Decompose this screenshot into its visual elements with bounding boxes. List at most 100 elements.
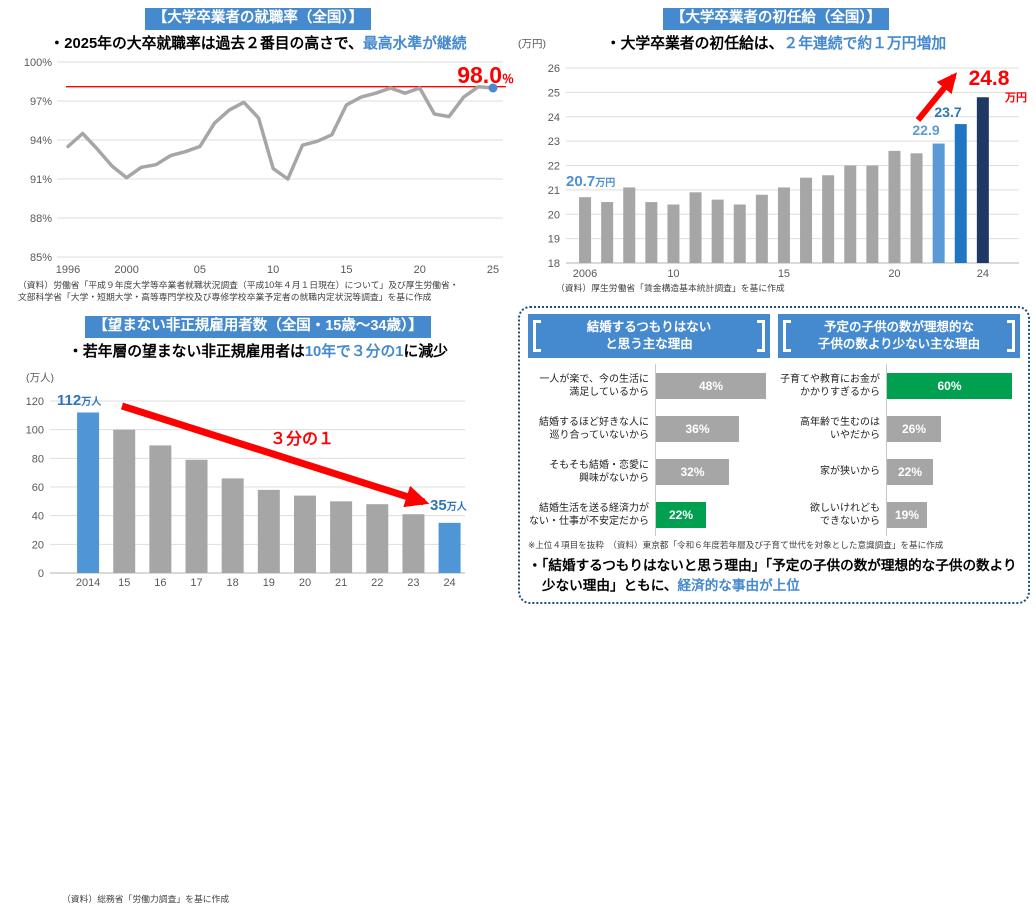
- employment-source-line1: （資料）労働省「平成９年度大学等卒業者就職状況調査（平成10年４月１日現在）につ…: [18, 280, 459, 290]
- bar: [185, 459, 208, 573]
- bar: [910, 153, 923, 263]
- panel-employment-rate: 【大学卒業者の就職率（全国）】 ・2025年の大卒就職率は過去２番目の高さで、最…: [0, 0, 516, 308]
- trend-arrow: [915, 72, 958, 122]
- reason-row: 結婚生活を送る経済力が ない・仕事が不安定だから 22%: [528, 493, 774, 536]
- y-axis-label: 100: [26, 425, 44, 437]
- bar: [888, 150, 901, 263]
- bar: [976, 97, 989, 263]
- y-axis-label: 85%: [30, 252, 52, 264]
- reason-bar: 22%: [887, 458, 933, 485]
- y-axis-label: 23: [548, 136, 560, 148]
- children-reasons-chart: 子育てや教育にお金が かかりすぎるから 60% 高年齢で生むのは いやだから 26% 家が狭…: [774, 364, 1020, 536]
- x-axis-label: 10: [667, 268, 679, 280]
- value-label: 35万人: [430, 497, 468, 514]
- x-axis-label: 23: [407, 577, 419, 589]
- y-axis-label: 25: [548, 87, 560, 99]
- bar: [667, 204, 680, 263]
- salary-titlebar: 【大学卒業者の初任給（全国）】: [516, 7, 1036, 30]
- reason-row: 子育てや教育にお金が かかりすぎるから 60%: [774, 364, 1020, 407]
- x-axis-label: 20: [299, 577, 311, 589]
- employment-subtitle-text: ・2025年の大卒就職率は過去２番目の高さで、: [49, 35, 363, 52]
- x-axis-label: 2014: [76, 577, 100, 589]
- employment-source-line2: 文部科学省「大学・短期大学・高等専門学校及び専修学校卒業予定者の就職内定状況等調…: [18, 291, 432, 302]
- bar: [77, 412, 100, 573]
- x-axis-label: 15: [778, 268, 790, 280]
- conclusion-text: ・「結婚するつもりはないと思う理由」「予定の子供の数が理想的な子供の数より少ない…: [528, 558, 1017, 593]
- bar: [932, 143, 945, 263]
- reason-bar: 26%: [887, 415, 941, 442]
- reason-label: そもそも結婚・恋愛に 興味がないから: [549, 459, 649, 484]
- open-bracket-icon: [533, 320, 541, 352]
- reason-bar: 19%: [887, 501, 927, 528]
- close-bracket-icon: [757, 320, 765, 352]
- close-bracket-icon: [1007, 320, 1015, 352]
- marriage-header-line1: 結婚するつもりはない: [586, 320, 712, 335]
- employment-source: （資料）労働省「平成９年度大学等卒業者就職状況調査（平成10年４月１日現在）につ…: [18, 280, 459, 304]
- bar: [645, 202, 658, 263]
- y-axis-label: 120: [26, 396, 44, 408]
- value-label: 20.7万円: [566, 173, 615, 190]
- salary-source: （資料）厚生労働省「賃金構造基本統計調査」を基に作成: [556, 283, 785, 293]
- reason-bar-cell: 22%: [886, 450, 1020, 493]
- y-axis-label: 88%: [30, 213, 52, 225]
- end-marker: [488, 83, 498, 93]
- nonregular-subtitle-text2: に減少: [403, 343, 448, 360]
- y-axis-label: 26: [548, 63, 560, 75]
- data-line: [66, 84, 495, 181]
- value-label: 24.8: [969, 67, 1010, 90]
- bar: [438, 522, 461, 573]
- x-axis-label: 20: [888, 268, 900, 280]
- reason-bar-cell: 26%: [886, 407, 1020, 450]
- y-axis-label: 24: [548, 112, 560, 124]
- nonregular-titlebar: 【望まない非正規雇用者数（全国・15歳〜34歳）】: [0, 315, 516, 338]
- bar: [623, 187, 636, 263]
- reason-bar: 22%: [656, 501, 706, 528]
- value-label: 23.7: [934, 104, 961, 120]
- trend-arrow: [120, 402, 430, 508]
- bar: [822, 175, 835, 263]
- nonregular-axis-unit: (万人): [26, 372, 54, 384]
- reason-label: 子育てや教育にお金が かかりすぎるから: [780, 373, 880, 398]
- marriage-reasons-header: 結婚するつもりはない と思う主な理由: [528, 314, 770, 358]
- reason-row: そもそも結婚・恋愛に 興味がないから 32%: [528, 450, 774, 493]
- bar: [149, 445, 172, 573]
- bar: [221, 478, 244, 573]
- bar: [402, 514, 425, 573]
- nonregular-workers-bar-chart: 0 20 40 60 80 100 120 2014 15 16 17 18 19 20 21 22 23 24 1…: [26, 392, 468, 589]
- salary-subtitle: ・大学卒業者の初任給は、２年連続で約１万円増加: [516, 34, 1036, 54]
- reason-bar-cell: 19%: [886, 493, 1020, 536]
- bar: [844, 165, 857, 263]
- marriage-reasons-header-text: 結婚するつもりはない と思う主な理由: [541, 319, 757, 353]
- bar: [800, 177, 813, 263]
- reason-label: 高年齢で生むのは いやだから: [800, 416, 880, 441]
- reasons-note: ※上位４項目を抜粋 （資料）東京都「令和６年度若年層及び子育て世代を対象とした意…: [528, 540, 944, 550]
- bar: [689, 192, 702, 263]
- reason-bar: 36%: [656, 415, 739, 442]
- reason-row: 欲しいけれども できないから 19%: [774, 493, 1020, 536]
- bar: [257, 489, 280, 573]
- peak-value-label: 98.0％: [457, 62, 514, 88]
- x-axis-label: 16: [154, 577, 166, 589]
- value-label: 22.9: [912, 122, 939, 138]
- x-axis-label: 21: [335, 577, 347, 589]
- employment-title: 【大学卒業者の就職率（全国）】: [144, 8, 372, 30]
- x-axis-label: 18: [227, 577, 239, 589]
- reasons-headers: 結婚するつもりはない と思う主な理由 予定の子供の数が理想的な 子供の数より少な…: [528, 314, 1020, 358]
- reasons-conclusion: ・「結婚するつもりはないと思う理由」「予定の子供の数が理想的な子供の数より少ない…: [528, 556, 1020, 595]
- y-axis-label: 60: [32, 482, 44, 494]
- bar: [579, 197, 592, 263]
- starting-salary-bar-chart: 18 19 20 21 22 23 24 25 26 2006 10 15 20 24 20.7万円 22.9…: [548, 63, 1027, 280]
- salary-subtitle-highlight: ２年連続で約１万円増加: [783, 35, 947, 52]
- nonregular-source: （資料）総務省「労働力調査」を基に作成: [62, 894, 230, 904]
- bar: [330, 501, 353, 573]
- arrow-label: ３分の１: [270, 430, 334, 448]
- x-axis-label: 05: [194, 264, 206, 276]
- conclusion-highlight: 経済的な事由が上位: [677, 577, 800, 593]
- y-axis-label: 22: [548, 161, 560, 173]
- x-axis-label: 20: [414, 264, 426, 276]
- reason-bar-cell: 22%: [655, 493, 774, 536]
- children-reasons-header-text: 予定の子供の数が理想的な 子供の数より少ない主な理由: [791, 319, 1007, 353]
- y-axis-label: 20: [32, 539, 44, 551]
- open-bracket-icon: [783, 320, 791, 352]
- y-axis-label: 94%: [30, 135, 52, 147]
